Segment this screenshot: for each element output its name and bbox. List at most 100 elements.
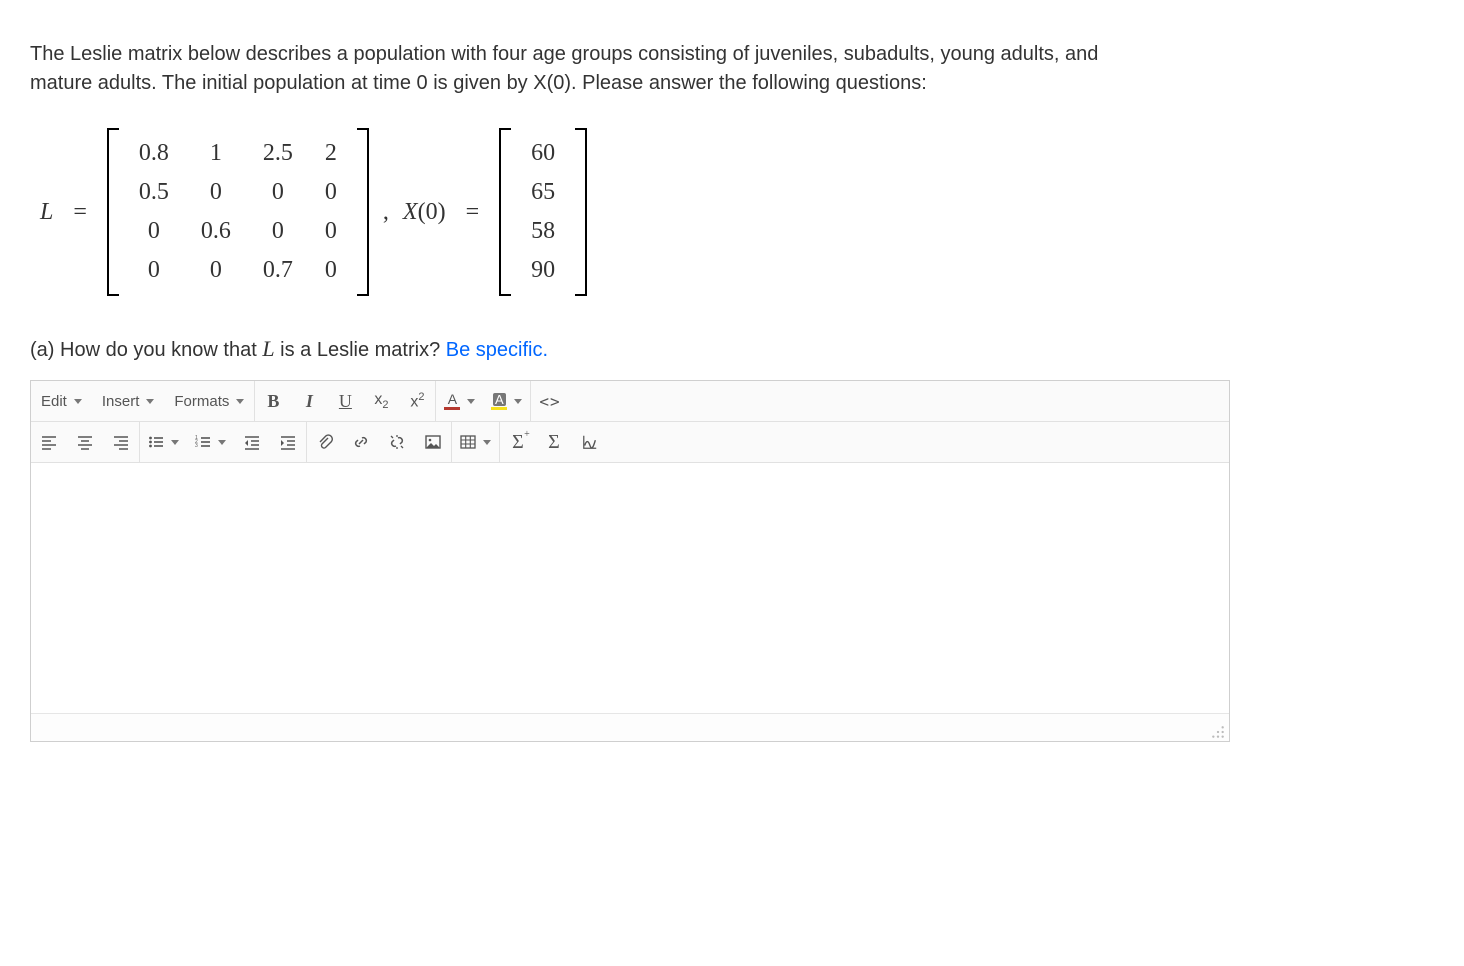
bold-button[interactable]: B — [255, 381, 291, 421]
vector-cell: 58 — [515, 212, 571, 251]
editor-textarea[interactable] — [31, 463, 1229, 713]
graph-button[interactable] — [572, 422, 608, 462]
vector-X0: 60655890 — [499, 128, 587, 296]
matrix-cell: 0 — [123, 212, 185, 251]
menu-formats-label: Formats — [174, 393, 229, 410]
code-icon: <> — [539, 392, 560, 411]
link-icon — [353, 434, 369, 450]
var-X0: X(0) — [403, 199, 446, 226]
question-a: (a) How do you know that L is a Leslie m… — [30, 336, 1434, 362]
matrix-cell: 2.5 — [247, 134, 309, 173]
caret-icon — [171, 440, 179, 445]
matrix-cell: 2 — [309, 134, 353, 173]
paren-zero: (0) — [418, 199, 446, 225]
matrix-cell: 0 — [309, 173, 353, 212]
outdent-icon — [244, 434, 260, 450]
align-right-button[interactable] — [103, 422, 139, 462]
align-center-button[interactable] — [67, 422, 103, 462]
menu-formats[interactable]: Formats — [164, 381, 254, 421]
table-icon — [460, 434, 476, 450]
rich-text-editor: Edit Insert Formats B I U x2 x2 A — [30, 380, 1230, 742]
code-button[interactable]: <> — [531, 381, 568, 421]
matrix-cell: 0 — [185, 251, 247, 290]
var-X: X — [403, 199, 418, 225]
menu-insert[interactable]: Insert — [92, 381, 165, 421]
vector-cell: 65 — [515, 173, 571, 212]
caret-icon — [146, 399, 154, 404]
equals-2: = — [466, 199, 480, 226]
numbered-list-button[interactable]: 1 2 3 — [187, 422, 234, 462]
italic-icon: I — [306, 391, 313, 412]
superscript-icon: x2 — [410, 391, 424, 411]
menu-insert-label: Insert — [102, 393, 140, 410]
toolbar-row-1: Edit Insert Formats B I U x2 x2 A — [31, 381, 1229, 422]
subscript-button[interactable]: x2 — [363, 381, 399, 421]
highlight-icon: A — [491, 393, 507, 410]
matrix-cell: 0 — [309, 212, 353, 251]
comma: , — [383, 199, 389, 226]
image-button[interactable] — [415, 422, 451, 462]
unlink-button[interactable] — [379, 422, 415, 462]
superscript-button[interactable]: x2 — [399, 381, 435, 421]
resize-handle[interactable] — [1211, 725, 1225, 739]
unlink-icon — [389, 434, 405, 450]
italic-button[interactable]: I — [291, 381, 327, 421]
question-a-mid: is a Leslie matrix? — [275, 339, 446, 361]
toolbar-row-2: 1 2 3 — [31, 422, 1229, 463]
align-left-icon — [41, 434, 57, 450]
underline-button[interactable]: U — [327, 381, 363, 421]
leslie-matrix-L: 0.812.520.500000.600000.70 — [107, 128, 369, 296]
attachment-button[interactable] — [307, 422, 343, 462]
indent-icon — [280, 434, 296, 450]
bullet-list-icon — [148, 434, 164, 450]
caret-icon — [236, 399, 244, 404]
matrix-cell: 0.7 — [247, 251, 309, 290]
matrix-cell: 0.8 — [123, 134, 185, 173]
caret-icon — [218, 440, 226, 445]
image-icon — [425, 434, 441, 450]
matrix-cell: 0 — [309, 251, 353, 290]
align-center-icon — [77, 434, 93, 450]
sigma-icon: Σ — [548, 432, 560, 452]
table-button[interactable] — [452, 422, 499, 462]
font-color-icon: A — [444, 392, 460, 410]
menu-edit[interactable]: Edit — [31, 381, 92, 421]
var-L: L — [40, 199, 53, 226]
menu-edit-label: Edit — [41, 393, 67, 410]
question-a-emph: Be specific. — [446, 339, 548, 361]
highlight-color-button[interactable]: A — [483, 381, 530, 421]
subscript-icon: x2 — [374, 391, 388, 411]
paperclip-icon — [317, 434, 333, 450]
caret-icon — [483, 440, 491, 445]
equation-insert-button[interactable]: Σ — [500, 422, 536, 462]
numbered-list-icon: 1 2 3 — [195, 434, 211, 450]
vector-cell: 60 — [515, 134, 571, 173]
question-a-var: L — [262, 336, 274, 361]
link-button[interactable] — [343, 422, 379, 462]
matrix-cell: 0 — [123, 251, 185, 290]
caret-icon — [467, 399, 475, 404]
resize-grip-icon — [1211, 725, 1225, 739]
align-left-button[interactable] — [31, 422, 67, 462]
question-intro: The Leslie matrix below describes a popu… — [30, 40, 1130, 98]
sigma-plus-icon: Σ — [512, 432, 524, 452]
matrix-cell: 0 — [247, 173, 309, 212]
vector-cell: 90 — [515, 251, 571, 290]
caret-icon — [514, 399, 522, 404]
equation-button[interactable]: Σ — [536, 422, 572, 462]
matrix-cell: 1 — [185, 134, 247, 173]
question-a-prefix: (a) How do you know that — [30, 339, 262, 361]
equals-1: = — [73, 199, 87, 226]
matrix-cell: 0.6 — [185, 212, 247, 251]
matrix-cell: 0 — [247, 212, 309, 251]
underline-icon: U — [339, 391, 352, 412]
math-display: L = 0.812.520.500000.600000.70 , X(0) = … — [30, 128, 1434, 296]
font-color-button[interactable]: A — [436, 381, 483, 421]
caret-icon — [74, 399, 82, 404]
bullet-list-button[interactable] — [140, 422, 187, 462]
matrix-cell: 0.5 — [123, 173, 185, 212]
editor-footer — [31, 713, 1229, 741]
indent-button[interactable] — [270, 422, 306, 462]
outdent-button[interactable] — [234, 422, 270, 462]
graph-icon — [582, 434, 598, 450]
